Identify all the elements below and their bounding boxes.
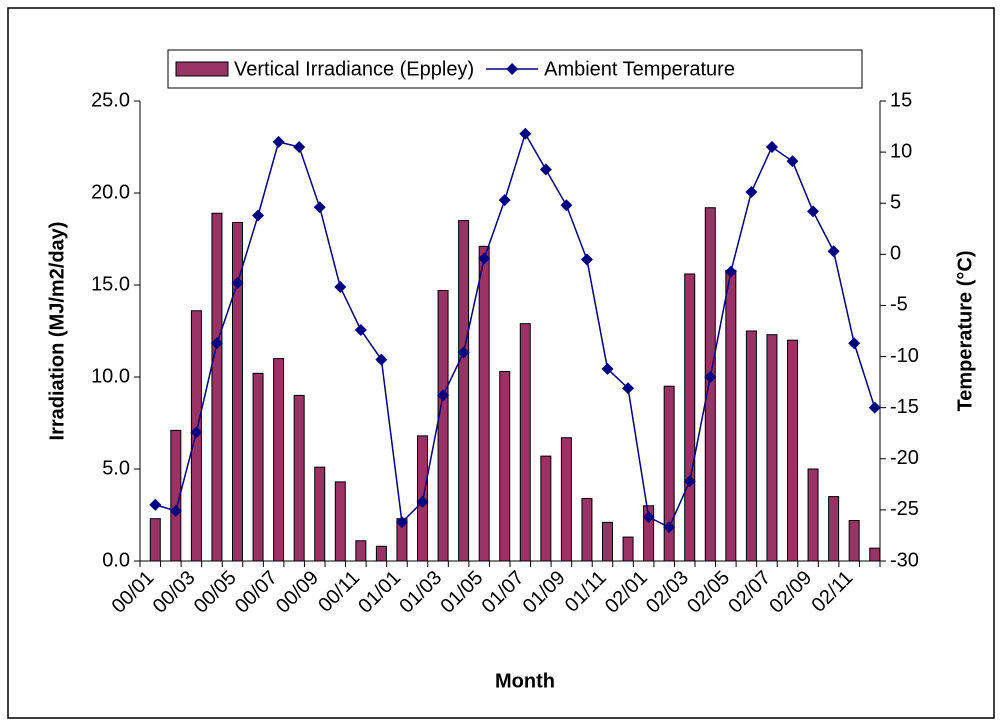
line-marker — [765, 141, 778, 153]
line-marker — [560, 199, 573, 212]
line-marker — [416, 495, 429, 508]
line-marker — [580, 253, 593, 266]
line-marker — [169, 504, 182, 517]
line-marker — [622, 382, 635, 395]
line-marker — [252, 209, 265, 222]
bar — [787, 339, 798, 562]
line-marker — [437, 389, 450, 402]
line-marker — [272, 135, 285, 148]
line — [155, 131, 876, 529]
bar — [519, 323, 531, 562]
bar — [478, 245, 490, 562]
bar — [437, 290, 449, 562]
bar — [848, 520, 860, 562]
line-marker — [683, 475, 696, 488]
line-marker — [642, 511, 655, 524]
y2-tick-label: -10 — [890, 345, 919, 367]
line-marker — [334, 281, 347, 294]
bar — [704, 207, 716, 562]
y2-tick-label: -20 — [890, 447, 919, 469]
line-marker — [848, 337, 861, 350]
y-tick-label: 20.0 — [91, 181, 130, 203]
line-marker — [457, 346, 470, 359]
y2-tick-label: 5 — [890, 192, 901, 214]
bar — [293, 394, 305, 562]
line-marker — [868, 401, 881, 414]
y-tick-label: 0.0 — [102, 549, 130, 571]
line-marker — [354, 323, 367, 336]
bar — [149, 518, 161, 562]
bar — [540, 455, 552, 562]
bar — [602, 521, 613, 562]
bar — [869, 547, 881, 562]
bar — [375, 545, 387, 562]
line-marker — [231, 276, 244, 289]
line-marker — [478, 252, 491, 265]
line-marker — [745, 185, 758, 198]
y-tick-label: 5.0 — [102, 457, 130, 479]
chart-border — [7, 7, 995, 719]
line-marker — [293, 141, 306, 153]
line-marker — [149, 498, 162, 511]
line-marker — [395, 516, 408, 529]
y2-tick-label: -5 — [890, 294, 908, 316]
y-tick-label: 15.0 — [91, 273, 130, 295]
legend-swatch — [175, 61, 229, 77]
bar — [273, 358, 285, 562]
line-marker — [786, 155, 799, 168]
bar — [807, 468, 819, 562]
y2-tick-label: -30 — [890, 549, 919, 571]
legend-label: Vertical Irradiance (Eppley) — [234, 58, 474, 80]
line-marker — [601, 362, 614, 375]
y-tick-label: 25.0 — [91, 89, 130, 111]
line-marker — [375, 353, 388, 366]
line-marker — [663, 521, 676, 534]
bar — [458, 220, 470, 562]
bar — [252, 372, 264, 562]
bar — [581, 497, 593, 562]
line-marker — [190, 426, 203, 439]
line-marker — [724, 265, 737, 278]
y2-tick-label: -15 — [890, 396, 919, 418]
line-marker — [539, 163, 552, 176]
x-axis-title: Month — [495, 670, 555, 692]
line-marker — [519, 127, 532, 140]
y2-tick-label: 15 — [890, 89, 912, 111]
bar — [745, 330, 757, 562]
legend-label: Ambient Temperature — [544, 58, 735, 80]
bar — [560, 437, 572, 562]
bar — [828, 496, 840, 562]
y2-tick-label: 0 — [890, 243, 901, 265]
line-marker — [498, 194, 511, 207]
y-tick-label: 10.0 — [91, 365, 130, 387]
line-marker — [313, 201, 326, 214]
y2-axis-title: Temperature (°C) — [954, 251, 976, 412]
bar — [499, 370, 511, 562]
bar — [211, 212, 223, 562]
y-axis-title: Irradiation (MJ/m2/day) — [46, 222, 68, 441]
line-marker — [807, 205, 820, 218]
y2-tick-label: -25 — [890, 498, 919, 520]
bar — [622, 536, 634, 562]
line-marker — [704, 371, 717, 383]
bar — [355, 540, 367, 562]
legend-marker — [506, 63, 519, 75]
bar — [766, 334, 778, 562]
bar — [334, 481, 346, 562]
bar — [725, 269, 737, 562]
bar — [663, 385, 675, 562]
line-marker — [210, 337, 223, 350]
bar — [314, 466, 326, 562]
bar — [684, 273, 696, 562]
line-marker — [827, 245, 840, 258]
y2-tick-label: 10 — [890, 140, 912, 162]
